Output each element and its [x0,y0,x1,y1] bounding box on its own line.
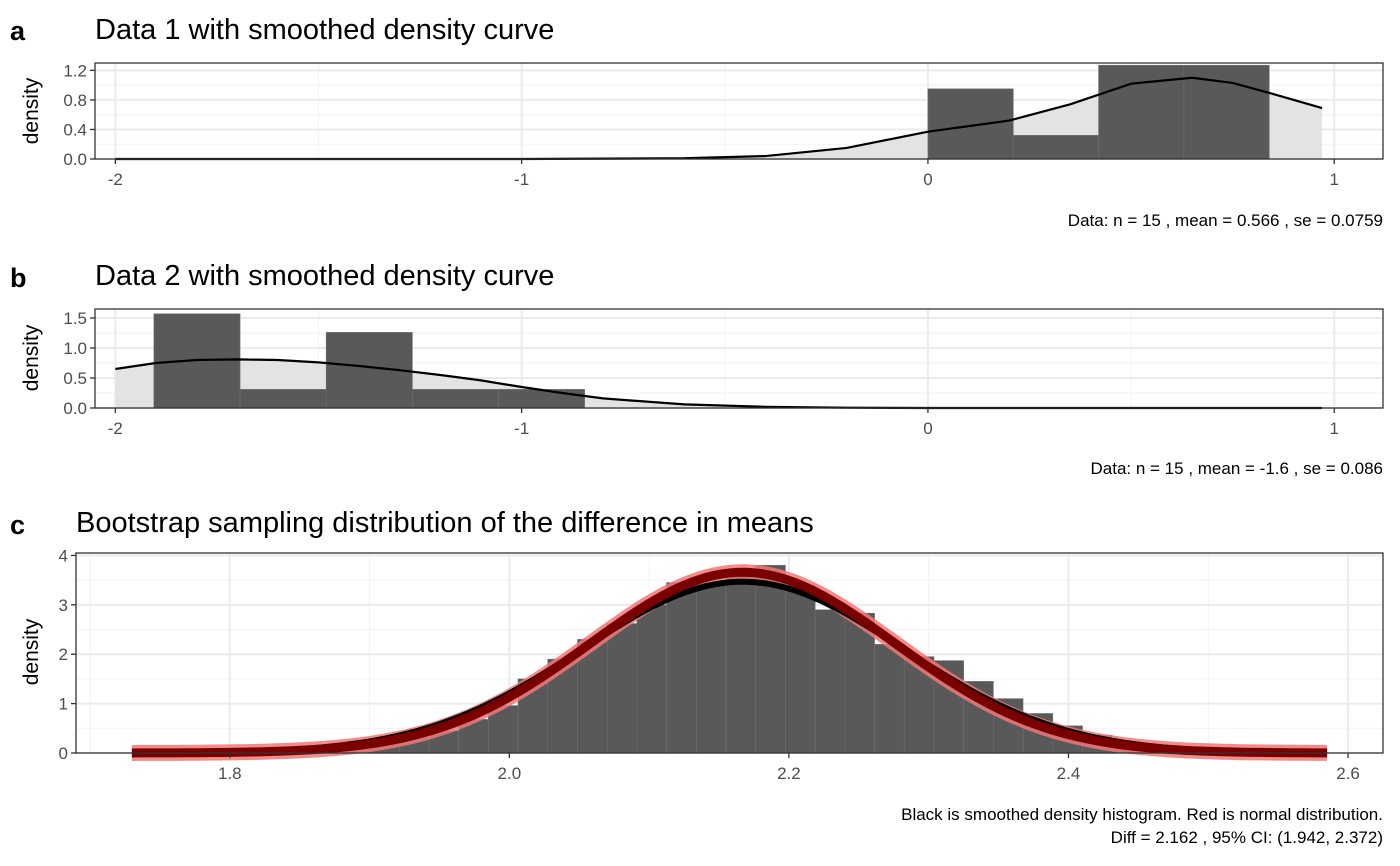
panel-a-plot-border [94,62,1384,160]
panel-b-histogram-bar [239,389,327,409]
panel-c-histogram-bar [785,584,816,754]
panel-c-histogram-bar [666,582,697,754]
panel-b-caption: Data: n = 15 , mean = -1.6 , se = 0.086 [1091,459,1384,478]
panel-a-y-tick-label: 0.4 [63,120,87,139]
panel-b-histogram-bar [498,389,585,409]
panel-a-ylabel: density [20,77,43,144]
panel-c-caption-line-2: Diff = 2.162 , 95% CI: (1.942, 2.372) [1111,828,1383,847]
panel-b-ylabel: density [20,324,43,391]
panel-a-x-tick-label: 1 [1330,170,1339,189]
panel-b-histogram-bar [412,389,499,409]
panel-b: b Data 2 with smoothed density curve den… [10,260,1384,478]
panel-b-y-tick-label: 1.0 [63,339,87,358]
panel-c-x-tick-label: 2.0 [498,764,522,783]
panel-a-x-tick-label: 0 [923,170,932,189]
panel-a-y-tick-label: 0.0 [63,150,87,169]
panel-b-x-tick-label: 0 [923,419,932,438]
panel-a-tag: a [10,16,26,46]
panel-c-x-tick-label: 2.6 [1336,764,1360,783]
panel-c-y-tick-label: 3 [59,596,68,615]
panel-b-y-tick-label: 0.5 [63,369,87,388]
panel-c-normal-curve [131,567,1328,758]
panel-b-x-tick-label: -1 [514,419,529,438]
panel-a-y-tick-label: 0.8 [63,91,87,110]
panel-c-y-tick-label: 0 [59,744,68,763]
panel-a-title: Data 1 with smoothed density curve [95,14,554,46]
panel-b-x-tick-label: -2 [108,419,123,438]
panel-b-plot-border [94,308,1384,409]
panel-a-caption: Data: n = 15 , mean = 0.566 , se = 0.075… [1068,211,1383,230]
panel-b-title: Data 2 with smoothed density curve [95,260,554,292]
panel-c-x-tick-label: 2.2 [777,764,801,783]
panel-c: c Bootstrap sampling distribution of the… [10,507,1384,847]
panel-c-histogram-bar [696,582,727,754]
panel-a-histogram-bar [1183,64,1270,160]
panel-a-histogram-bar [927,88,1014,160]
panel-c-y-tick-label: 2 [59,645,68,664]
panel-a-histogram-bar [1012,135,1099,160]
panel-b-x-tick-label: 1 [1330,419,1339,438]
panel-b-y-tick-label: 0.0 [63,399,87,418]
panel-c-caption-line-1: Black is smoothed density histogram. Red… [901,805,1383,824]
panel-a: a Data 1 with smoothed density curve den… [10,14,1384,230]
panel-c-plot-border [75,552,1384,754]
panel-c-x-tick-label: 1.8 [218,764,242,783]
panel-b-y-tick-label: 1.5 [63,309,87,328]
panel-c-ylabel: density [20,618,43,685]
panel-a-y-tick-label: 1.2 [63,61,87,80]
panel-a-x-tick-label: -2 [108,170,123,189]
panel-c-histogram-bar [725,574,757,754]
panel-c-x-tick-label: 2.4 [1057,764,1081,783]
panel-c-tag: c [10,510,25,540]
panel-c-histogram-bar [874,644,905,754]
panel-a-x-tick-label: -1 [514,170,529,189]
panel-b-tag: b [10,263,27,293]
panel-c-histogram-bar [755,565,786,754]
panel-c-histogram-bar [606,623,638,754]
panel-c-title: Bootstrap sampling distribution of the d… [76,507,814,539]
panel-c-y-tick-label: 4 [59,546,68,565]
panel-c-histogram-bar [814,609,846,754]
panel-c-y-tick-label: 1 [59,695,68,714]
panel-c-histogram-bar [636,604,667,754]
